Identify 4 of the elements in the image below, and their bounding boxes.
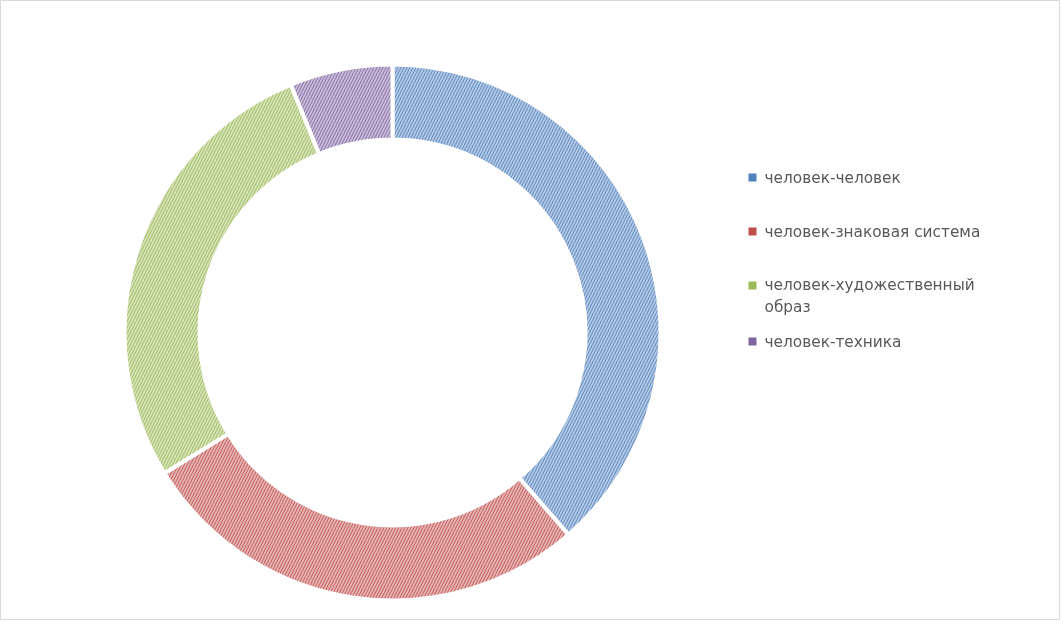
legend-label: человек-техника [764, 332, 902, 351]
legend-label: человек-художественный образ [764, 275, 975, 316]
legend-label: человек-знаковая система [764, 222, 981, 241]
legend-label: человек-человек [764, 168, 901, 187]
